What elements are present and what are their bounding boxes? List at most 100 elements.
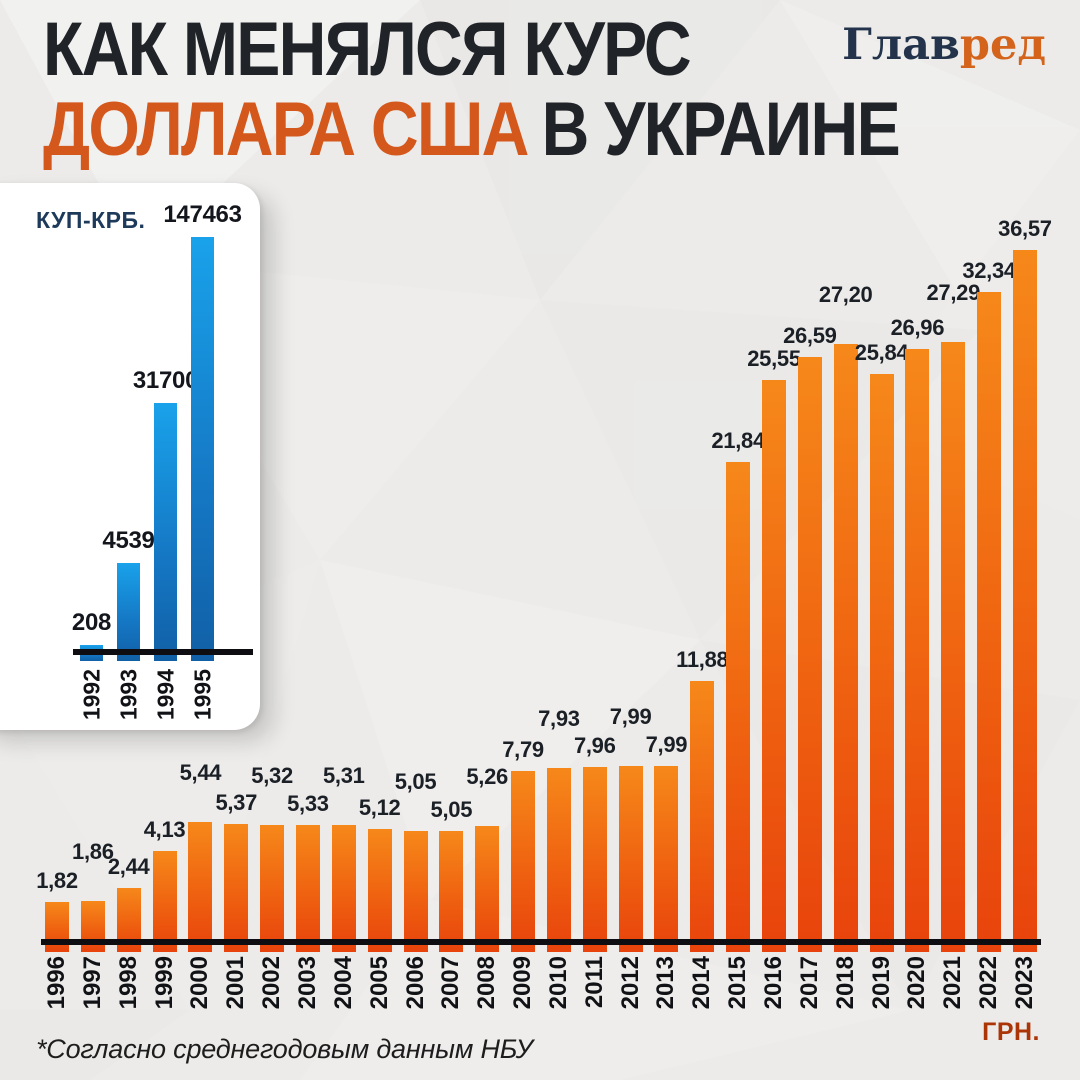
- value-label-1994: 31700: [132, 367, 199, 394]
- bar-2005: [367, 829, 392, 952]
- bar-2020: [905, 348, 930, 952]
- year-label-2001: 2001: [222, 956, 250, 1010]
- page-title: КАК МЕНЯЛСЯ КУРС ДОЛЛАРА США В УКРАИНЕ: [43, 7, 901, 172]
- value-label-2020: 26,96: [890, 314, 945, 340]
- value-label-2009: 7,79: [502, 736, 544, 762]
- bar-2009: [511, 770, 536, 952]
- currency-unit-label: ГРН.: [982, 1018, 1040, 1046]
- bar-2002: [260, 824, 285, 952]
- value-label-1999: 4,13: [143, 817, 186, 843]
- value-label-1995: 147463: [163, 201, 242, 228]
- bar-2010: [546, 767, 571, 952]
- bar-2008: [475, 826, 500, 952]
- value-label-2021: 27,29: [926, 279, 981, 305]
- bar-2011: [582, 766, 607, 952]
- coupon-unit-label: КУП-КРБ.: [36, 207, 146, 233]
- value-label-2013: 7,99: [645, 732, 688, 758]
- value-label-2005: 5,12: [358, 795, 401, 821]
- value-label-2015: 21,84: [711, 427, 765, 453]
- main-chart-years: 1996 1997 1998 1999 2000 2001 2002 2003 2004 2005…: [43, 956, 1038, 1020]
- title-line-1: КАК МЕНЯЛСЯ КУРС: [43, 7, 692, 92]
- value-label-2016: 25,55: [747, 345, 801, 371]
- value-label-2001: 5,37: [215, 789, 258, 815]
- year-label-2015: 2015: [724, 956, 752, 1010]
- year-label-2017: 2017: [795, 956, 823, 1010]
- year-label-2022: 2022: [975, 956, 1003, 1010]
- year-label-2016: 2016: [760, 956, 787, 1010]
- value-label-2017: 26,59: [783, 323, 837, 349]
- year-label-1999: 1999: [150, 956, 178, 1010]
- value-label-2010: 7,93: [538, 705, 580, 731]
- main-chart-bars: 1,82 1,86 2,44 4,13 5,44 5,37 5,32 5,33 5,31 5,12…: [36, 215, 1052, 952]
- value-label-2018: 27,20: [818, 281, 873, 307]
- bar-2004: [331, 825, 356, 952]
- bar-2019: [869, 373, 894, 952]
- value-label-2022: 32,34: [962, 258, 1016, 283]
- main-chart: 1,82 1,86 2,44 4,13 5,44 5,37 5,32 5,33 5,31 5,12…: [36, 215, 1052, 952]
- value-label-2014: 11,88: [676, 646, 729, 672]
- value-label-1993: 4539: [102, 527, 155, 554]
- bar-2007: [439, 830, 464, 952]
- year-label-2019: 2019: [867, 956, 895, 1010]
- title-rest: В УКРАИНЕ: [541, 86, 901, 172]
- bar-2013: [654, 766, 679, 952]
- year-label-2003: 2003: [293, 956, 321, 1010]
- value-label-2002: 5,32: [251, 762, 293, 788]
- year-label-2004: 2004: [329, 956, 357, 1010]
- bar-2014: [690, 680, 715, 952]
- bar-2000: [188, 822, 213, 952]
- value-label-1998: 2,44: [107, 854, 150, 880]
- bar-2017: [797, 357, 822, 952]
- bar-1995: [191, 237, 214, 661]
- value-label-2023: 36,57: [998, 216, 1052, 241]
- year-label-2013: 2013: [652, 956, 680, 1010]
- logo-part-orange: ред: [959, 20, 1046, 70]
- bar-2016: [762, 379, 786, 952]
- year-label-2014: 2014: [688, 956, 716, 1010]
- bar-2022: [977, 292, 1002, 952]
- bar-1999: [152, 851, 177, 952]
- year-label-1998: 1998: [114, 956, 142, 1010]
- year-label-2005: 2005: [365, 956, 393, 1010]
- value-label-1997: 1,86: [72, 839, 114, 865]
- year-label-2010: 2010: [544, 956, 572, 1010]
- logo-part-dark: Глав: [842, 20, 960, 70]
- value-label-2008: 5,26: [466, 764, 508, 790]
- year-label-2012: 2012: [616, 956, 644, 1010]
- year-label-2002: 2002: [258, 956, 286, 1010]
- year-label-1997: 1997: [78, 956, 106, 1010]
- bar-1994: [154, 403, 177, 661]
- bar-2012: [618, 766, 643, 952]
- value-label-2012: 7,99: [609, 704, 652, 730]
- year-label-2007: 2007: [437, 956, 465, 1010]
- title-line-2: ДОЛЛАРА США В УКРАИНЕ: [43, 86, 901, 172]
- bar-2023: [1012, 250, 1037, 952]
- year-label-2018: 2018: [831, 956, 859, 1010]
- value-label-1992: 208: [71, 609, 112, 636]
- value-label-2006: 5,05: [394, 768, 437, 794]
- bar-2015: [726, 461, 751, 952]
- value-label-2011: 7,96: [573, 732, 616, 758]
- value-label-2004: 5,31: [322, 763, 365, 789]
- year-label-1996: 1996: [43, 956, 70, 1010]
- glavred-logo: Главред: [842, 20, 1046, 70]
- year-label-2020: 2020: [903, 956, 931, 1010]
- year-label-2011: 2011: [580, 956, 608, 1009]
- bar-2003: [295, 824, 320, 952]
- bar-1993: [117, 563, 140, 661]
- value-label-2019: 25,84: [854, 339, 909, 365]
- main-axis-line: [41, 939, 1041, 945]
- value-label-2003: 5,33: [287, 790, 329, 816]
- inset-chart-bars: 208 1992 4539 1993 31700 1994 147463 1995: [0, 183, 260, 730]
- year-label-2009: 2009: [509, 956, 537, 1010]
- bar-2006: [403, 830, 428, 952]
- title-highlight: ДОЛЛАРА США: [43, 86, 529, 172]
- bar-2018: [833, 343, 858, 952]
- year-label-2008: 2008: [473, 956, 501, 1010]
- year-label-2000: 2000: [186, 956, 214, 1010]
- value-label-2007: 5,05: [430, 796, 473, 822]
- value-label-1996: 1,82: [36, 867, 78, 893]
- inset-axis-line: [73, 649, 253, 655]
- coupon-chart-card: КУП-КРБ. 208 1992 4539 1993 31700 1994 147463 1…: [0, 183, 260, 730]
